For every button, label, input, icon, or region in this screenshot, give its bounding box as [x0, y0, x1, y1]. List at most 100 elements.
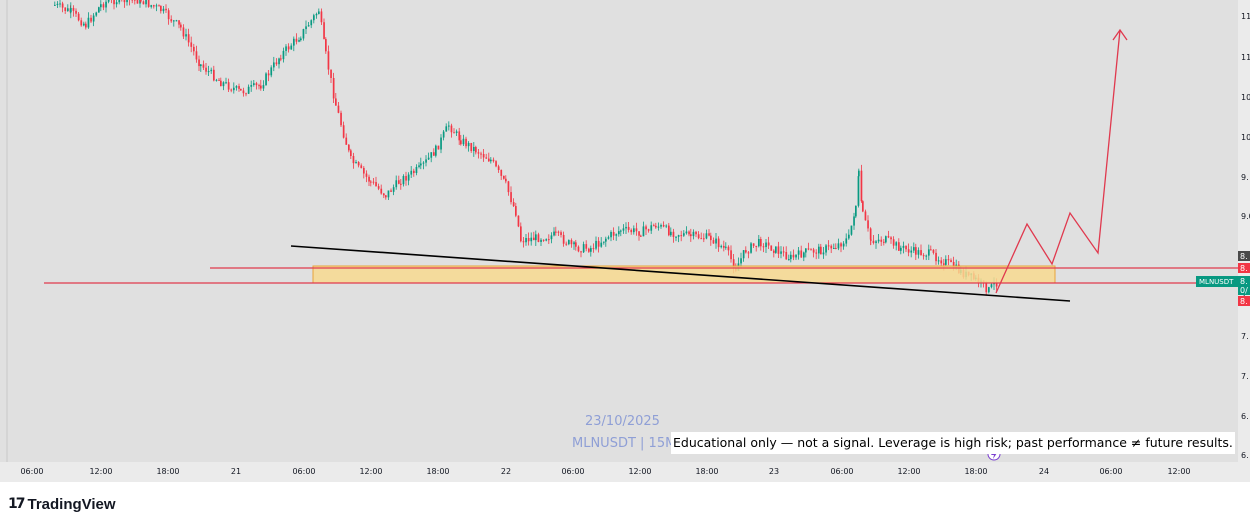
- candle-body: [535, 234, 537, 241]
- candle-body: [677, 235, 680, 237]
- candle-body: [178, 20, 180, 25]
- candle-body: [527, 237, 530, 242]
- candle-body: [383, 193, 385, 196]
- candle-body: [480, 153, 482, 155]
- candle-body: [915, 247, 917, 255]
- candle-body: [947, 259, 950, 261]
- candle-body: [448, 125, 450, 127]
- price-axis-tick-label: 7.: [1241, 372, 1249, 381]
- candle-body: [320, 11, 323, 23]
- candle-body: [928, 249, 930, 256]
- candle-body: [683, 233, 685, 236]
- candle-body: [503, 175, 505, 179]
- price-axis-tick-label: 11: [1241, 12, 1250, 21]
- candle-body: [555, 231, 557, 233]
- candle-body: [762, 246, 765, 248]
- candle-body: [988, 287, 990, 293]
- candle-body: [582, 244, 585, 253]
- candle-body: [207, 71, 210, 73]
- candle-body: [87, 17, 90, 28]
- candle-body: [603, 241, 605, 243]
- candle-body: [835, 247, 837, 249]
- candle-body: [380, 188, 383, 194]
- candle-body: [660, 225, 662, 227]
- candle-body: [515, 206, 517, 216]
- candle-body: [773, 250, 775, 253]
- candle-body: [580, 251, 582, 253]
- candle-body: [717, 238, 720, 248]
- candle-body: [765, 242, 767, 248]
- candle-body: [225, 82, 227, 84]
- candle-body: [898, 242, 900, 251]
- candle-body: [635, 228, 638, 232]
- candle-body: [90, 17, 92, 22]
- candle-body: [250, 85, 253, 87]
- candle-body: [747, 252, 750, 254]
- candle-body: [775, 246, 777, 253]
- candle-body: [870, 239, 872, 241]
- candle-body: [160, 5, 162, 12]
- price-tag: [1238, 263, 1250, 273]
- candle-body: [612, 231, 615, 236]
- candle-body: [760, 238, 762, 247]
- candle-body: [630, 229, 633, 233]
- candle-body: [885, 236, 887, 243]
- candle-body: [460, 140, 462, 145]
- candle-body: [495, 161, 497, 167]
- candle-body: [647, 229, 650, 231]
- candle-body: [720, 245, 723, 248]
- time-axis-tick-label: 06:00: [20, 467, 43, 476]
- candle-body: [387, 190, 390, 198]
- disclaimer-text: Educational only — not a signal. Leverag…: [671, 432, 1235, 454]
- candle-body: [77, 13, 80, 21]
- tradingview-brand[interactable]: 17 TradingView: [8, 494, 116, 514]
- candle-body: [307, 25, 310, 27]
- candle-body: [418, 165, 420, 167]
- trendline[interactable]: [290, 245, 1071, 302]
- time-axis[interactable]: 06:00 12:00 18:00 21 06:00 12:00 18:00 22 06:00 1…: [20, 467, 1190, 476]
- candle-body: [253, 83, 255, 86]
- price-tag-label: 8.: [1240, 252, 1248, 261]
- candle-body: [730, 250, 732, 260]
- candle-body: [139, 0, 141, 4]
- candle-body: [545, 239, 548, 241]
- projection-path[interactable]: [995, 29, 1121, 294]
- candle-body: [242, 90, 245, 94]
- candle-body: [697, 234, 700, 239]
- candle-body: [70, 7, 72, 13]
- candle-body: [812, 249, 815, 253]
- candle-body: [935, 252, 937, 262]
- candle-body: [162, 8, 165, 12]
- candle-body: [355, 162, 357, 164]
- candle-body: [920, 250, 922, 256]
- time-axis-tick-label: 06:00: [292, 467, 315, 476]
- price-tag-label: 8.: [1240, 297, 1248, 306]
- candle-body: [715, 238, 717, 244]
- candle-body: [618, 231, 620, 235]
- price-tag: [1238, 251, 1250, 261]
- candle-body: [213, 69, 215, 81]
- candle-body: [782, 251, 785, 253]
- candle-body: [740, 258, 742, 264]
- candle-body: [298, 40, 300, 42]
- candle-body: [533, 237, 535, 241]
- candle-body: [902, 245, 905, 248]
- candle-body: [807, 248, 810, 250]
- candle-body: [407, 174, 410, 181]
- candle-body: [455, 131, 458, 133]
- time-axis-tick-label: 24: [1039, 467, 1049, 476]
- candle-body: [372, 181, 375, 183]
- candle-body: [725, 246, 727, 248]
- candle-body: [255, 83, 258, 86]
- candle-body: [505, 178, 507, 182]
- time-axis-tick-label: 23: [769, 467, 779, 476]
- candle-body: [525, 237, 527, 243]
- candle-body: [770, 245, 773, 251]
- candles-group: [54, 0, 998, 296]
- candle-body: [883, 241, 885, 243]
- candle-body: [542, 239, 545, 241]
- watermark-date: 23/10/2025: [585, 414, 660, 429]
- candle-body: [83, 23, 85, 26]
- candle-body: [265, 73, 267, 86]
